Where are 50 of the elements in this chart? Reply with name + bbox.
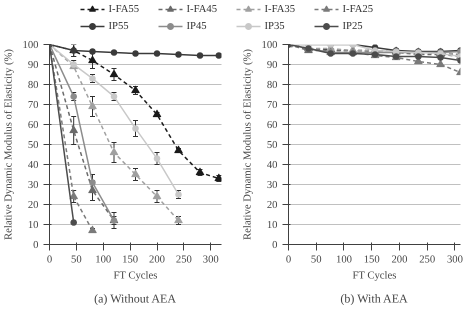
y-tick-label: 10	[266, 220, 278, 231]
legend-label: I-FA25	[342, 4, 374, 15]
y-tick-label: 90	[266, 60, 278, 71]
x-tick-label: 250	[176, 254, 192, 266]
x-axis-title: FT Cycles	[113, 270, 158, 282]
y-tick-label: 100	[22, 40, 38, 51]
text: (b) With AEA	[340, 292, 408, 306]
x-tick-label: 0	[286, 254, 292, 266]
y-tick-label: 30	[28, 180, 38, 191]
x-tick-label: 50	[310, 254, 322, 266]
y-tick-label: 50	[266, 140, 278, 151]
y-tick-label: 10	[28, 220, 38, 231]
x-tick-label: 250	[419, 254, 436, 266]
y-tick-label: 0	[33, 240, 38, 251]
x-axis-title: FT Cycles	[352, 270, 396, 282]
x-tick-label: 300	[446, 254, 463, 266]
legend-label: I-FA45	[186, 4, 218, 15]
y-tick-label: 80	[266, 80, 278, 91]
y-tick-label: 40	[28, 160, 38, 171]
y-tick-label: 100	[262, 40, 278, 51]
x-tick-label: 100	[336, 254, 352, 266]
legend-label: I-FA35	[264, 4, 296, 15]
y-axis-title: Relative Dynamic Modulus of Elasticity (%)	[242, 48, 254, 240]
x-tick-label: 300	[202, 254, 219, 266]
legend-label: I-FA55	[108, 4, 140, 15]
y-tick-label: 20	[28, 200, 38, 211]
text: (a) Without AEA	[94, 292, 176, 306]
x-tick-label: 0	[46, 254, 52, 266]
y-tick-label: 70	[28, 100, 38, 111]
y-tick-label: 0	[272, 240, 278, 251]
y-tick-label: 30	[266, 180, 278, 191]
y-tick-label: 20	[266, 200, 278, 211]
y-tick-label: 50	[28, 140, 38, 151]
legend-label: IP35	[264, 21, 285, 32]
x-tick-label: 150	[364, 254, 380, 266]
legend-label: IP25	[342, 21, 363, 32]
legend-label: IP45	[186, 21, 207, 32]
y-tick-label: 90	[28, 60, 38, 71]
y-tick-label: 60	[28, 120, 38, 131]
x-tick-label: 200	[391, 254, 408, 266]
y-tick-label: 70	[266, 100, 278, 111]
x-tick-label: 50	[71, 254, 82, 266]
x-tick-label: 200	[149, 254, 165, 266]
legend-label: IP55	[108, 21, 129, 32]
y-tick-label: 40	[266, 160, 278, 171]
x-tick-label: 150	[122, 254, 138, 266]
y-axis-title: Relative Dynamic Modulus of Elasticity (%)	[4, 48, 15, 240]
x-tick-label: 100	[95, 254, 112, 266]
y-tick-label: 60	[266, 120, 278, 131]
y-tick-label: 80	[28, 80, 38, 91]
